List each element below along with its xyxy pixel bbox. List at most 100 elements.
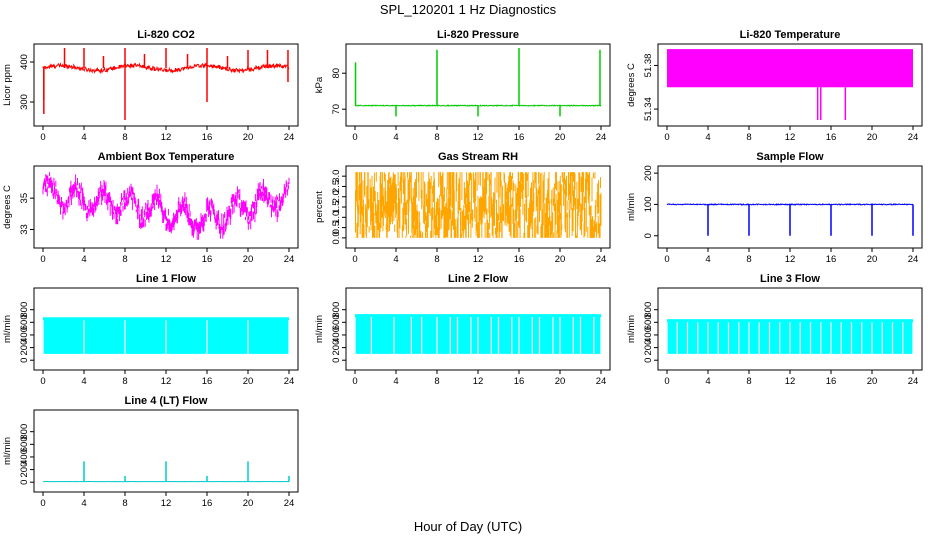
x-tick-label: 24 bbox=[596, 132, 607, 143]
x-tick-label: 8 bbox=[122, 132, 127, 143]
panel-rh: Gas Stream RH percent 0 4 8 12 16 20 24 0.00.51.0… bbox=[314, 151, 611, 265]
y-tick-label: 600 bbox=[331, 314, 342, 330]
x-tick-label: 20 bbox=[243, 132, 254, 143]
y-tick-label: 400 bbox=[19, 449, 30, 465]
x-tick-label: 0 bbox=[664, 376, 669, 387]
panel-title: Line 2 Flow bbox=[448, 273, 508, 285]
panel-title: Sample Flow bbox=[756, 151, 824, 163]
x-tick-label: 12 bbox=[473, 254, 484, 265]
y-tick-label: 0 bbox=[331, 358, 342, 363]
x-tick-label: 20 bbox=[243, 254, 254, 265]
y-tick-label: 400 bbox=[19, 327, 30, 343]
x-tick-label: 24 bbox=[284, 254, 295, 265]
x-tick-label: 8 bbox=[434, 254, 439, 265]
y-axis-label: degrees C bbox=[2, 185, 13, 229]
panel-title: Line 4 (LT) Flow bbox=[125, 395, 208, 407]
y-tick-label: 3.0 bbox=[331, 170, 342, 183]
x-tick-label: 4 bbox=[81, 132, 86, 143]
y-tick-label: 600 bbox=[19, 314, 30, 330]
x-tick-label: 20 bbox=[867, 376, 878, 387]
x-tick-label: 16 bbox=[826, 376, 837, 387]
y-tick-label: 200 bbox=[643, 340, 654, 356]
y-tick-label: 400 bbox=[643, 327, 654, 343]
y-axis-label: percent bbox=[314, 191, 325, 223]
x-tick-label: 12 bbox=[785, 254, 796, 265]
x-tick-label: 8 bbox=[746, 132, 751, 143]
panel-line3: Line 3 Flow ml/min 0 4 8 12 16 20 24 0 20040060080… bbox=[626, 273, 923, 387]
x-tick-label: 20 bbox=[555, 132, 566, 143]
x-tick-label: 0 bbox=[352, 132, 357, 143]
x-tick-label: 4 bbox=[81, 498, 86, 509]
x-tick-label: 8 bbox=[122, 376, 127, 387]
panel-title: Gas Stream RH bbox=[438, 151, 518, 163]
series-band bbox=[667, 49, 913, 88]
x-tick-label: 24 bbox=[284, 376, 295, 387]
x-tick-label: 16 bbox=[514, 132, 525, 143]
x-tick-label: 12 bbox=[785, 132, 796, 143]
x-tick-label: 20 bbox=[555, 254, 566, 265]
x-tick-label: 20 bbox=[243, 498, 254, 509]
panel-title: Li-820 CO2 bbox=[137, 29, 194, 41]
x-tick-label: 12 bbox=[473, 376, 484, 387]
x-tick-label: 16 bbox=[826, 254, 837, 265]
x-tick-label: 24 bbox=[596, 376, 607, 387]
y-tick-label: 0.5 bbox=[331, 221, 342, 234]
x-tick-label: 4 bbox=[81, 376, 86, 387]
x-axis-label: Hour of Day (UTC) bbox=[414, 519, 522, 534]
panel-line2: Line 2 Flow ml/min 0 4 8 12 16 20 24 0 20040060080… bbox=[314, 273, 611, 387]
y-tick-label: 100 bbox=[643, 197, 654, 213]
y-tick-label: 2.0 bbox=[331, 190, 342, 203]
y-tick-label: 400 bbox=[19, 54, 30, 70]
x-tick-label: 8 bbox=[746, 254, 751, 265]
panel-pressure: Li-820 Pressure kPa 0 4 8 12 16 20 24 70 80 bbox=[314, 29, 611, 143]
x-tick-label: 4 bbox=[393, 254, 398, 265]
x-tick-label: 24 bbox=[284, 132, 295, 143]
y-tick-label: 800 bbox=[19, 302, 30, 318]
y-tick-label: 1.0 bbox=[331, 211, 342, 224]
panel-title: Li-820 Temperature bbox=[740, 29, 841, 41]
y-tick-label: 300 bbox=[19, 94, 30, 110]
x-tick-label: 12 bbox=[161, 132, 172, 143]
x-tick-label: 16 bbox=[202, 498, 213, 509]
y-tick-label: 600 bbox=[643, 314, 654, 330]
plot-frame bbox=[33, 165, 299, 249]
x-tick-label: 12 bbox=[161, 376, 172, 387]
panel-sampleflow: Sample Flow ml/min 0 4 8 12 16 20 24 0 100 200 bbox=[626, 151, 923, 265]
panel-ambient: Ambient Box Temperature degrees C 0 4 8 12 16 2… bbox=[2, 151, 299, 265]
x-tick-label: 0 bbox=[664, 254, 669, 265]
y-tick-label: 800 bbox=[331, 302, 342, 318]
y-tick-label: 200 bbox=[19, 462, 30, 478]
y-tick-label: 35 bbox=[19, 193, 30, 204]
panel-title: Line 3 Flow bbox=[760, 273, 820, 285]
x-tick-label: 12 bbox=[473, 132, 484, 143]
x-tick-label: 0 bbox=[40, 132, 45, 143]
y-tick-label: 0.0 bbox=[331, 231, 342, 244]
x-tick-label: 0 bbox=[40, 376, 45, 387]
x-tick-label: 24 bbox=[908, 132, 919, 143]
panel-title: Line 1 Flow bbox=[136, 273, 196, 285]
y-axis-label: ml/min bbox=[626, 315, 637, 343]
x-tick-label: 20 bbox=[867, 254, 878, 265]
y-axis-label: ml/min bbox=[314, 315, 325, 343]
x-tick-label: 12 bbox=[785, 376, 796, 387]
y-tick-label: 0 bbox=[19, 358, 30, 363]
y-axis-label: ml/min bbox=[2, 315, 13, 343]
y-tick-label: 51.38 bbox=[643, 54, 654, 78]
x-tick-label: 8 bbox=[746, 376, 751, 387]
y-tick-label: 33 bbox=[19, 224, 30, 235]
panel-title: Ambient Box Temperature bbox=[98, 151, 235, 163]
series-line bbox=[354, 172, 602, 238]
series-line bbox=[42, 172, 290, 240]
x-tick-label: 16 bbox=[202, 376, 213, 387]
panel-line1: Line 1 Flow ml/min 0 4 8 12 16 20 24 0 20040060080… bbox=[2, 273, 299, 387]
x-tick-label: 24 bbox=[596, 254, 607, 265]
y-tick-label: 80 bbox=[331, 68, 342, 79]
x-tick-label: 8 bbox=[122, 498, 127, 509]
x-tick-label: 16 bbox=[826, 132, 837, 143]
panel-line4: Line 4 (LT) Flow ml/min 0 4 8 12 16 20 24 0 200400… bbox=[2, 395, 299, 509]
x-tick-label: 8 bbox=[122, 254, 127, 265]
x-tick-label: 16 bbox=[514, 376, 525, 387]
x-tick-label: 4 bbox=[393, 132, 398, 143]
